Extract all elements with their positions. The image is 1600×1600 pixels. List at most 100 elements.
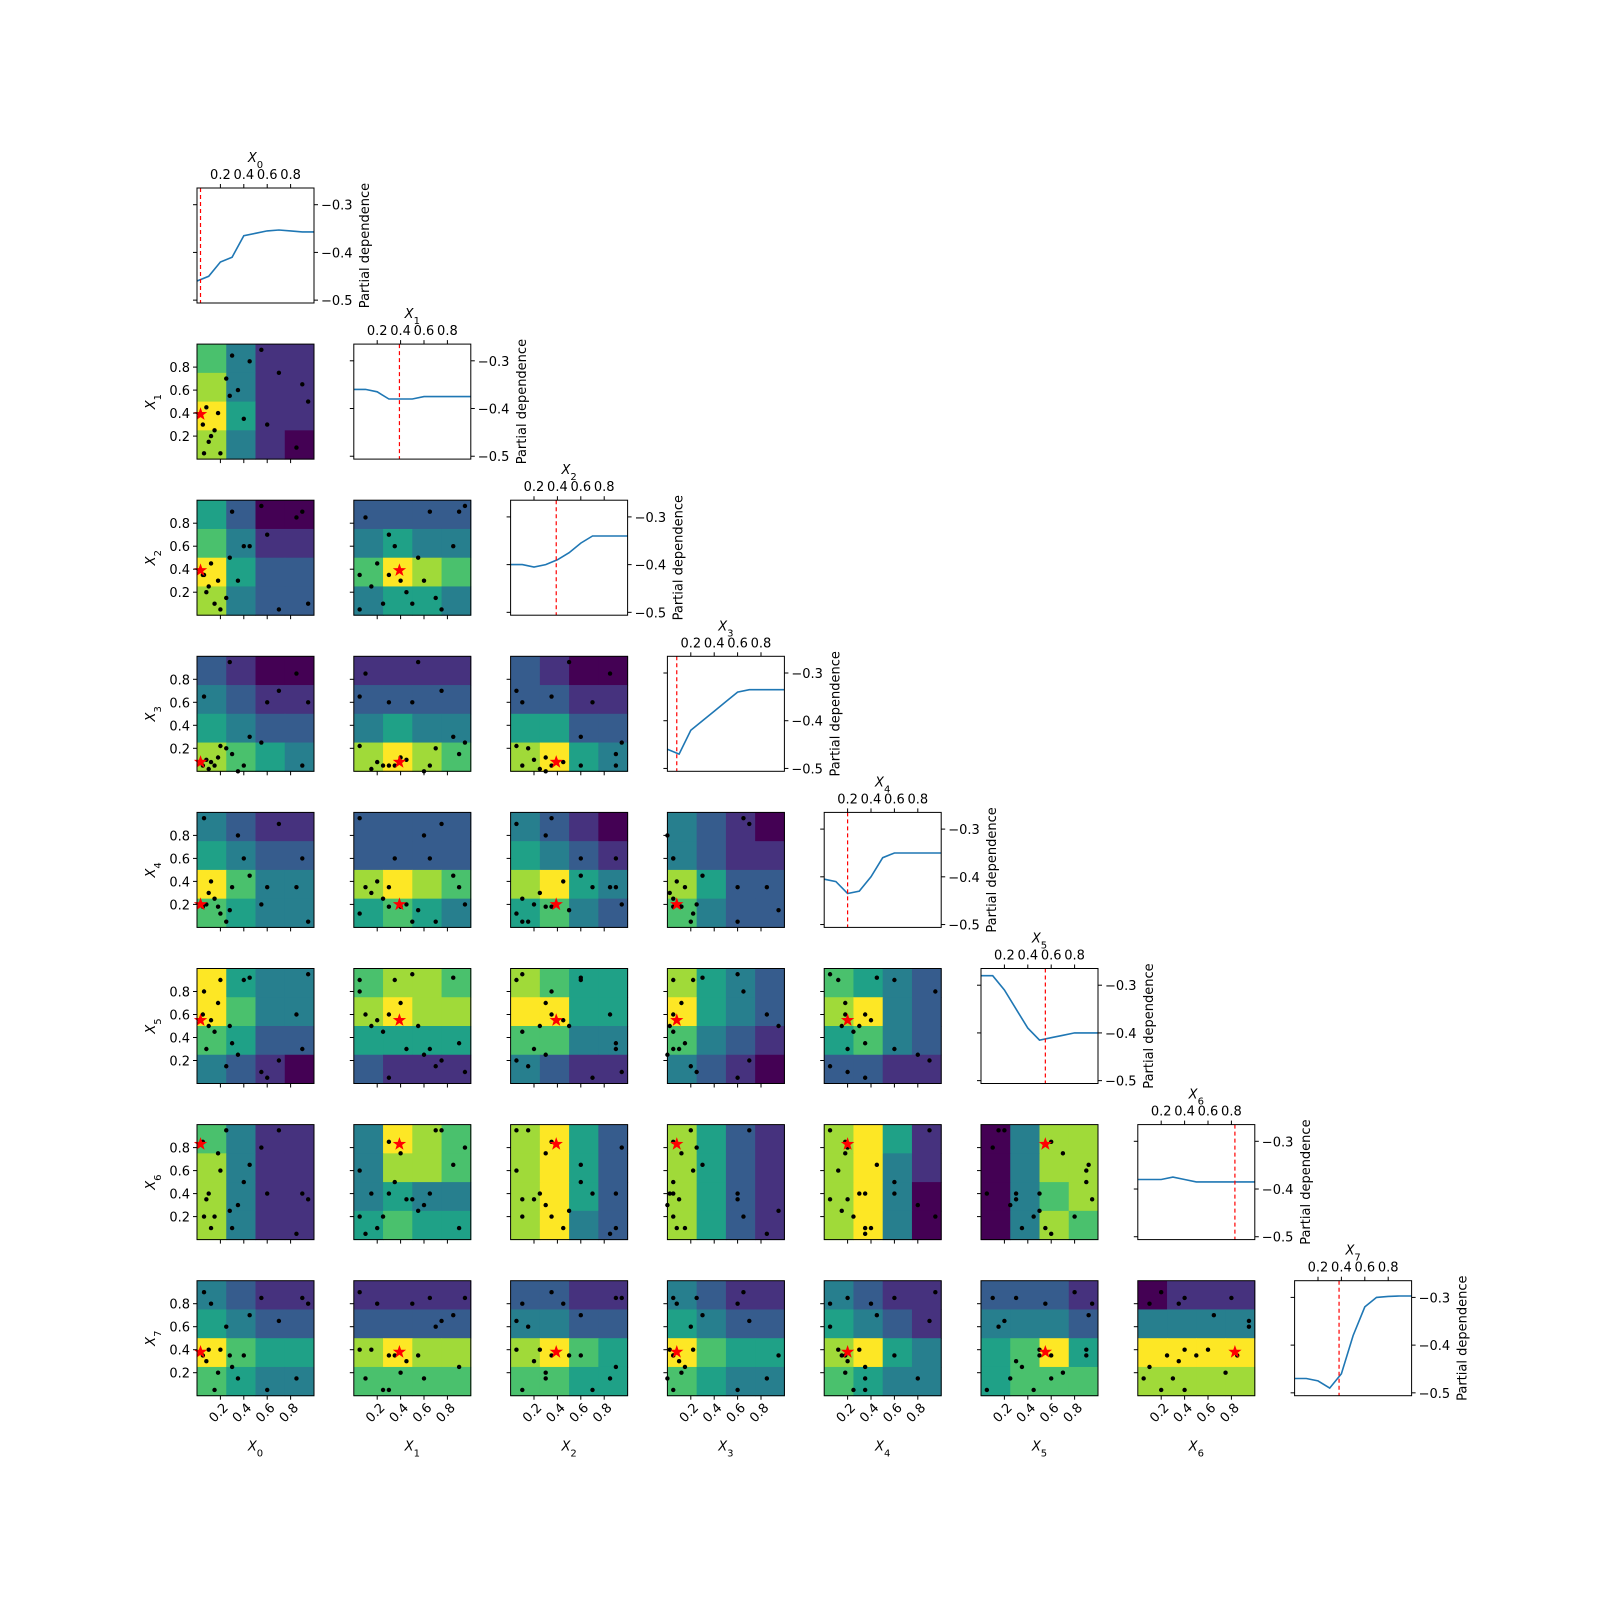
sample-point [375, 879, 380, 884]
contour-cell [1225, 1280, 1256, 1310]
y-axis-label: Partial dependence [672, 495, 687, 620]
contour-cell [755, 1153, 785, 1183]
contour-panel: 0.2 0.4 0.6 0.8 X2 [144, 499, 315, 620]
contour-cell [1167, 1309, 1197, 1339]
sample-point [776, 907, 781, 913]
contour-cell [383, 1026, 413, 1056]
sample-point [451, 734, 456, 739]
sample-point [415, 907, 421, 913]
sample-point [433, 595, 438, 601]
contour-panel: 0.20.40.60.8 X4 [820, 1280, 942, 1459]
contour-cell [226, 968, 256, 998]
sample-point [862, 1225, 868, 1231]
sample-point [549, 694, 554, 699]
sample-point [682, 884, 688, 890]
contour-cell [353, 968, 384, 998]
sample-point [404, 902, 409, 907]
sample-point [514, 1128, 519, 1133]
contour-panel [506, 655, 629, 776]
contour-cell [1039, 1210, 1070, 1241]
sample-point [375, 1301, 380, 1306]
sample-point [1043, 1225, 1048, 1231]
contour-cell [510, 968, 541, 998]
contour-cell [412, 685, 443, 715]
contour-cell [284, 1026, 315, 1056]
contour-cell [255, 1280, 286, 1310]
y-tick-label: 0.2 [169, 1367, 190, 1382]
contour-cell [539, 812, 570, 842]
contour-cell [353, 586, 384, 616]
sample-point [868, 1225, 874, 1231]
best-point [549, 1345, 563, 1358]
sample-point [1229, 1295, 1234, 1301]
sample-point [206, 584, 211, 589]
contour-panel [349, 1124, 472, 1244]
contour-cell [911, 1153, 942, 1183]
sample-point [357, 1290, 362, 1295]
sample-point [667, 1023, 672, 1029]
x-axis-label: X0 [247, 1440, 263, 1460]
sample-point [241, 544, 246, 549]
sample-point [392, 544, 397, 549]
sample-point [543, 1151, 548, 1156]
contour-cell [284, 557, 315, 587]
sample-point [276, 821, 282, 827]
sample-point [933, 989, 938, 994]
contour-cell [755, 1182, 785, 1212]
contour-cell [255, 841, 286, 871]
sample-point [247, 359, 252, 364]
sample-point [531, 757, 537, 762]
sample-point [619, 740, 624, 745]
contour-cell [755, 812, 785, 842]
contour-cell [1167, 1366, 1197, 1397]
contour-cell [226, 344, 256, 374]
contour-cell [284, 1366, 315, 1397]
contour-cell [226, 812, 256, 842]
contour-cell [539, 1309, 570, 1339]
sample-point [619, 1145, 624, 1150]
sample-point [462, 902, 468, 907]
best-point [193, 407, 208, 420]
sample-point [525, 919, 531, 924]
sample-point [1019, 1225, 1025, 1231]
contour-cell [383, 869, 413, 900]
sample-point [566, 907, 572, 913]
contour-cell [569, 685, 599, 715]
frame [1137, 1124, 1256, 1241]
contour-cell [412, 841, 443, 871]
contour-cell [569, 1338, 599, 1368]
sample-point [208, 433, 214, 439]
sample-point [862, 1191, 868, 1196]
contour-cell [255, 1054, 286, 1084]
sample-point [201, 451, 207, 456]
sample-point [410, 601, 415, 606]
contour-panel [506, 968, 629, 1088]
diagonal-panel: 0.2 0.4 0.6 0.8 −0.3 −0.4 −0.5 X3 Partial depend… [663, 619, 843, 777]
contour-cell [284, 430, 315, 460]
sample-point [851, 1214, 856, 1219]
sample-point [451, 1162, 456, 1168]
contour-cell [284, 401, 315, 431]
y-tick-label: −0.5 [791, 762, 823, 777]
best-point [670, 897, 684, 911]
x-tick-label: 0.2 [994, 949, 1015, 964]
contour-cell [696, 898, 727, 928]
contour-cell [255, 685, 286, 715]
contour-cell [510, 656, 541, 686]
sample-point [514, 977, 519, 983]
sample-point [747, 1058, 752, 1063]
x-tick-label: 0.6 [414, 324, 435, 339]
x-tick-label: 0.8 [1378, 1261, 1399, 1276]
sample-point [247, 873, 252, 878]
contour-cell [1068, 1338, 1099, 1368]
sample-point [229, 1225, 235, 1231]
x-tick-label: 0.8 [1217, 1401, 1242, 1426]
contour-cell [853, 1124, 884, 1154]
sample-point [1182, 1387, 1187, 1393]
sample-point [561, 1301, 566, 1306]
frame [666, 811, 785, 928]
y-tick-label: 0.8 [169, 673, 190, 688]
contour-cell [539, 1026, 570, 1056]
sample-point [410, 1197, 415, 1202]
